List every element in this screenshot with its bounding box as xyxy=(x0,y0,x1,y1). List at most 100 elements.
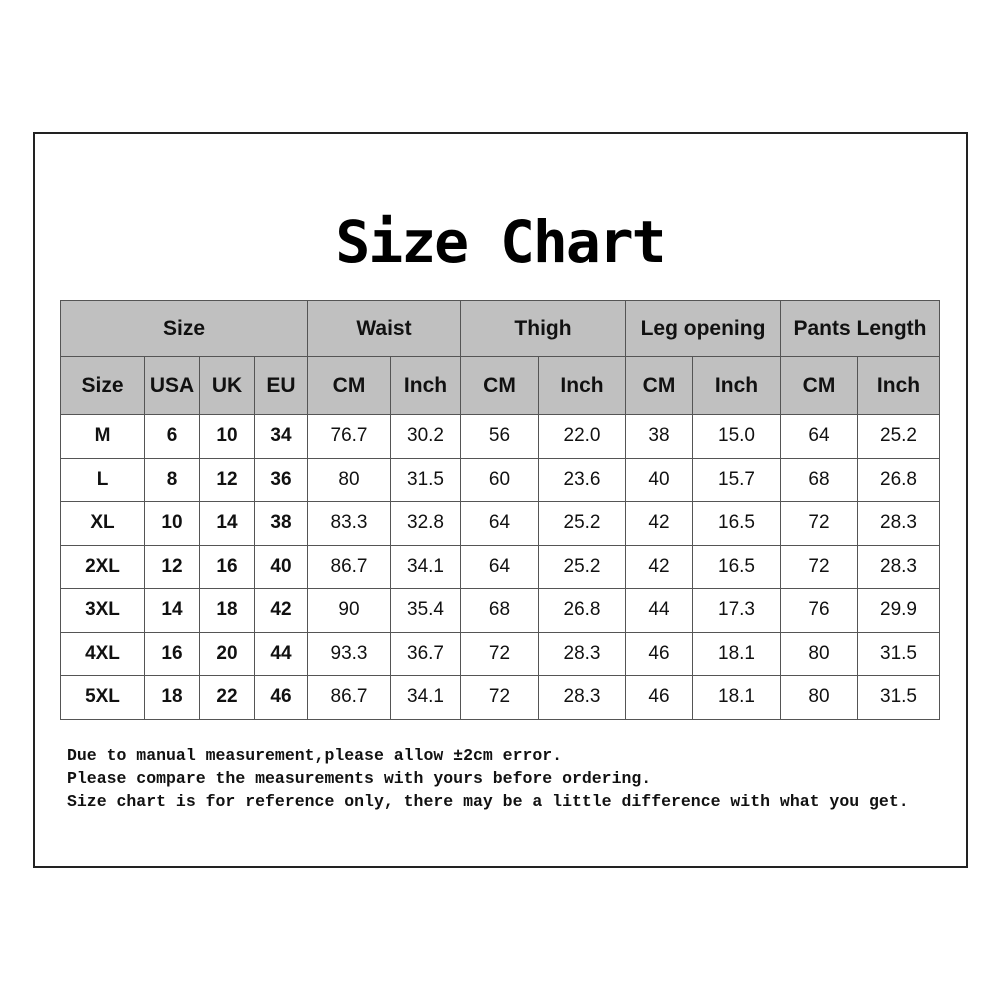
table-cell: 14 xyxy=(199,501,255,546)
table-cell: 15.7 xyxy=(692,457,781,502)
table-cell: 72 xyxy=(460,675,539,720)
table-cell: 36 xyxy=(254,457,308,502)
group-header: Size xyxy=(60,300,308,357)
table-cell: 30.2 xyxy=(390,414,461,459)
table-cell: 16.5 xyxy=(692,501,781,546)
group-header: Thigh xyxy=(460,300,626,357)
table-cell: 76 xyxy=(780,588,858,633)
table-cell: 68 xyxy=(780,457,858,502)
page-title: Size Chart xyxy=(335,208,666,276)
column-header: UK xyxy=(199,356,255,415)
group-header: Leg opening xyxy=(625,300,781,357)
table-cell: 56 xyxy=(460,414,539,459)
table-cell: 64 xyxy=(780,414,858,459)
table-cell: 31.5 xyxy=(857,675,940,720)
column-header: CM xyxy=(625,356,693,415)
table-cell: 35.4 xyxy=(390,588,461,633)
table-cell: 72 xyxy=(780,544,858,589)
table-row: 2XL 12 16 40 86.7 34.1 64 25.2 42 16.5 72 28.3 xyxy=(60,544,940,589)
table-cell: 18.1 xyxy=(692,675,781,720)
note-line: Due to manual measurement,please allow ±… xyxy=(67,746,563,765)
table-cell: L xyxy=(60,457,145,502)
table-cell: 18.1 xyxy=(692,631,781,676)
table-cell: 34 xyxy=(254,414,308,459)
table-cell: 16 xyxy=(144,631,200,676)
table-cell: XL xyxy=(60,501,145,546)
table-cell: 34.1 xyxy=(390,675,461,720)
table-cell: 32.8 xyxy=(390,501,461,546)
table-cell: 20 xyxy=(199,631,255,676)
table-cell: 10 xyxy=(144,501,200,546)
column-header: USA xyxy=(144,356,200,415)
table-cell: 15.0 xyxy=(692,414,781,459)
table-cell: 68 xyxy=(460,588,539,633)
table-cell: 93.3 xyxy=(307,631,391,676)
column-header: CM xyxy=(460,356,539,415)
table-cell: 12 xyxy=(199,457,255,502)
table-cell: 83.3 xyxy=(307,501,391,546)
group-header: Pants Length xyxy=(780,300,940,357)
table-cell: 72 xyxy=(460,631,539,676)
table-cell: 26.8 xyxy=(538,588,626,633)
table-cell: 80 xyxy=(780,631,858,676)
table-cell: 18 xyxy=(144,675,200,720)
column-header: Inch xyxy=(692,356,781,415)
table-row: XL 10 14 38 83.3 32.8 64 25.2 42 16.5 72 28.3 xyxy=(60,501,940,546)
table-cell: 44 xyxy=(625,588,693,633)
table-cell: 34.1 xyxy=(390,544,461,589)
table-cell: 44 xyxy=(254,631,308,676)
note-line: Size chart is for reference only, there … xyxy=(67,792,909,811)
table-cell: 64 xyxy=(460,544,539,589)
table-cell: 40 xyxy=(625,457,693,502)
table-cell: 86.7 xyxy=(307,675,391,720)
table-row: L 8 12 36 80 31.5 60 23.6 40 15.7 68 26.8 xyxy=(60,457,940,502)
table-cell: 3XL xyxy=(60,588,145,633)
column-header: Inch xyxy=(538,356,626,415)
table-cell: 18 xyxy=(199,588,255,633)
column-header: Size xyxy=(60,356,145,415)
note-line: Please compare the measurements with you… xyxy=(67,769,652,788)
table-cell: 60 xyxy=(460,457,539,502)
chart-frame xyxy=(33,132,968,868)
table-cell: M xyxy=(60,414,145,459)
table-cell: 42 xyxy=(625,544,693,589)
table-cell: 16.5 xyxy=(692,544,781,589)
size-table: Size Waist Thigh Leg opening Pants Lengt… xyxy=(60,300,940,720)
table-cell: 36.7 xyxy=(390,631,461,676)
table-cell: 2XL xyxy=(60,544,145,589)
table-cell: 40 xyxy=(254,544,308,589)
table-cell: 23.6 xyxy=(538,457,626,502)
table-cell: 28.3 xyxy=(538,631,626,676)
table-cell: 17.3 xyxy=(692,588,781,633)
table-row: M 6 10 34 76.7 30.2 56 22.0 38 15.0 64 25.2 xyxy=(60,414,940,459)
table-cell: 25.2 xyxy=(538,501,626,546)
table-cell: 22 xyxy=(199,675,255,720)
table-cell: 29.9 xyxy=(857,588,940,633)
column-header: CM xyxy=(307,356,391,415)
table-cell: 42 xyxy=(625,501,693,546)
table-cell: 38 xyxy=(625,414,693,459)
table-cell: 38 xyxy=(254,501,308,546)
table-cell: 8 xyxy=(144,457,200,502)
table-cell: 22.0 xyxy=(538,414,626,459)
table-cell: 28.3 xyxy=(857,501,940,546)
table-cell: 64 xyxy=(460,501,539,546)
table-cell: 46 xyxy=(625,675,693,720)
table-cell: 28.3 xyxy=(538,675,626,720)
column-header: EU xyxy=(254,356,308,415)
table-cell: 72 xyxy=(780,501,858,546)
table-cell: 46 xyxy=(625,631,693,676)
table-cell: 10 xyxy=(199,414,255,459)
column-header: Inch xyxy=(857,356,940,415)
table-cell: 14 xyxy=(144,588,200,633)
table-cell: 80 xyxy=(307,457,391,502)
group-header: Waist xyxy=(307,300,461,357)
table-cell: 76.7 xyxy=(307,414,391,459)
table-row: 5XL 18 22 46 86.7 34.1 72 28.3 46 18.1 80 31.5 xyxy=(60,675,940,720)
table-row: 3XL 14 18 42 90 35.4 68 26.8 44 17.3 76 29.9 xyxy=(60,588,940,633)
table-cell: 25.2 xyxy=(538,544,626,589)
table-cell: 16 xyxy=(199,544,255,589)
table-row: 4XL 16 20 44 93.3 36.7 72 28.3 46 18.1 80 31.5 xyxy=(60,631,940,676)
table-cell: 26.8 xyxy=(857,457,940,502)
column-header: CM xyxy=(780,356,858,415)
